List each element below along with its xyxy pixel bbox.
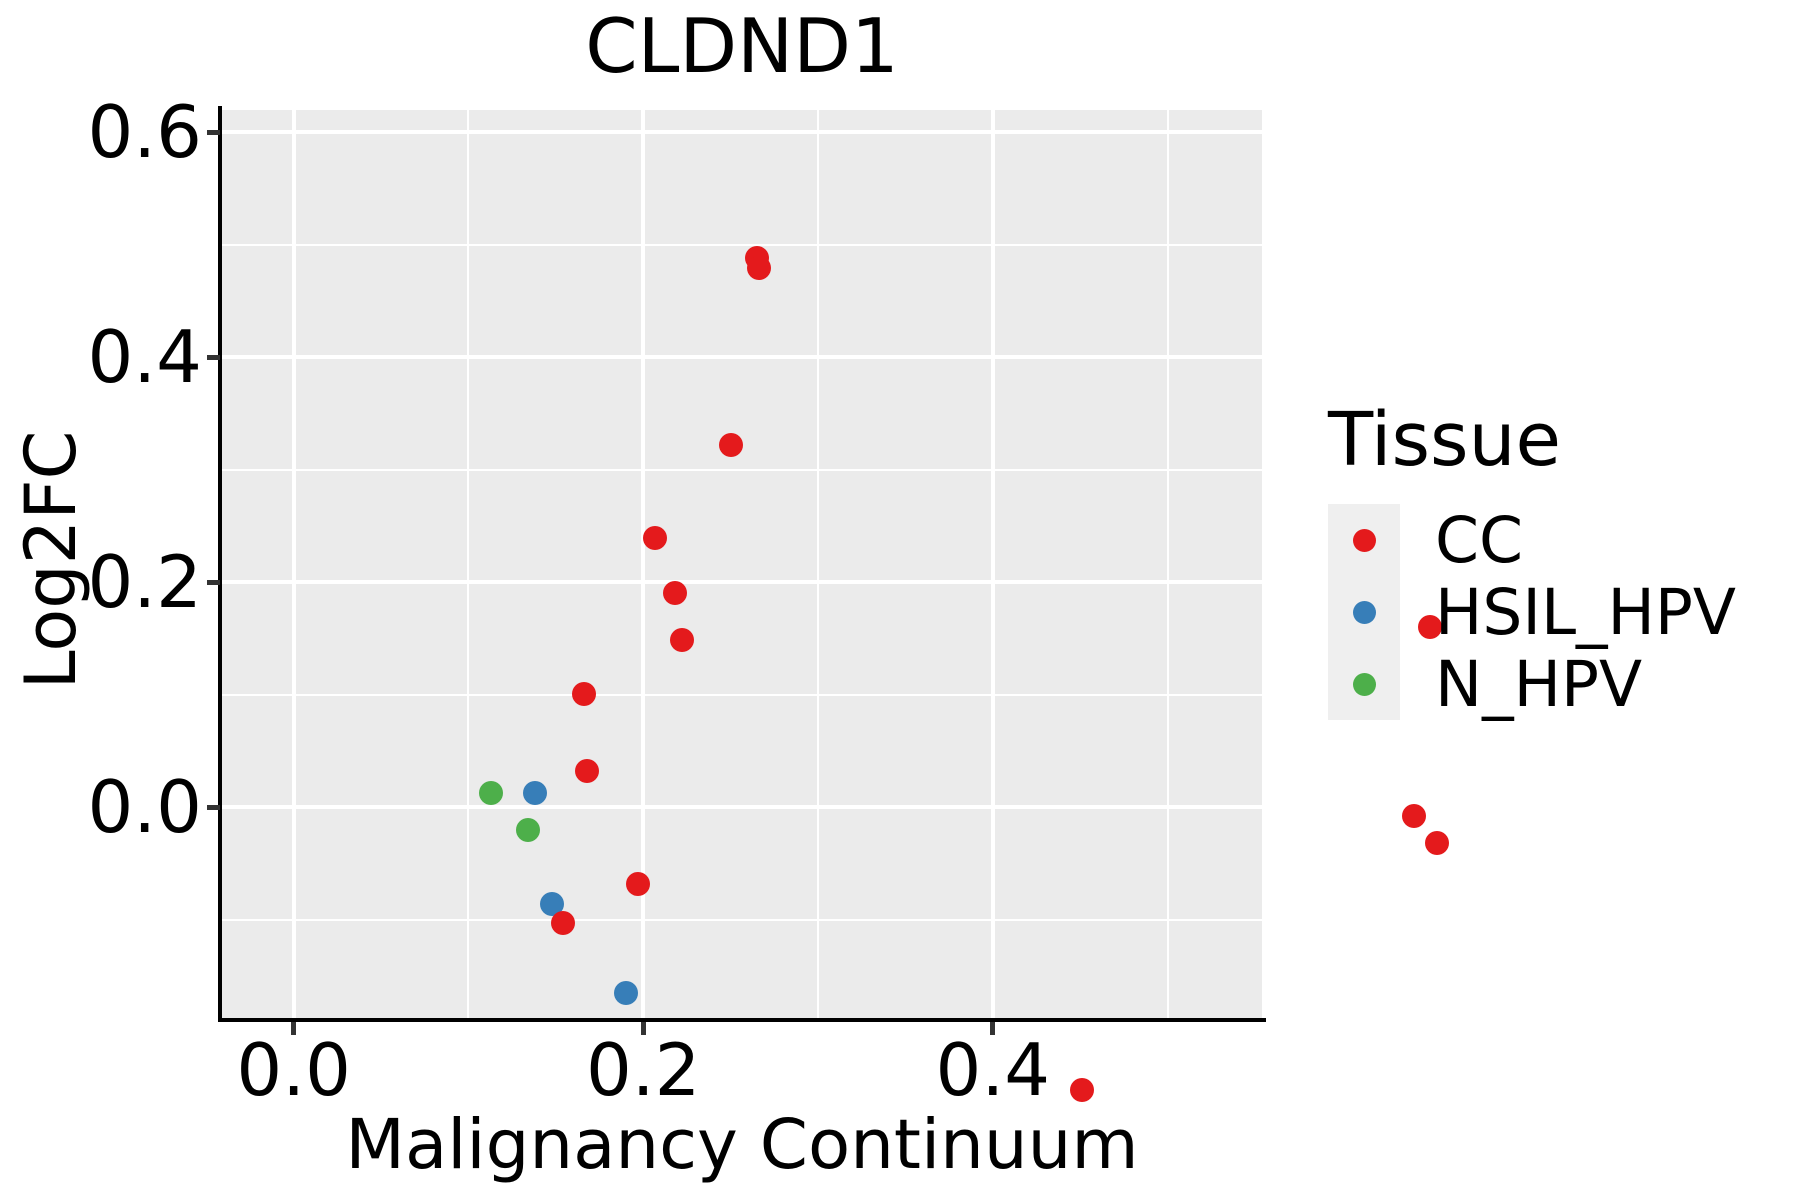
legend-key-box — [1328, 648, 1400, 720]
y-tick-label: 0.2 — [87, 540, 202, 625]
data-point-CC — [575, 759, 600, 784]
y-tick-label: 0.6 — [87, 90, 202, 175]
x-tick-mark — [990, 1022, 996, 1035]
y-tick-label: 0.4 — [87, 315, 202, 400]
x-tick-mark — [291, 1022, 297, 1035]
y-tick-mark — [207, 804, 220, 810]
data-point-HSIL_HPV — [613, 980, 638, 1005]
y-minor-gridline — [222, 918, 1262, 921]
y-axis-line — [218, 106, 222, 1022]
legend-row: N_HPV — [1328, 647, 1736, 721]
data-point-CC — [626, 871, 651, 896]
x-axis-line — [218, 1018, 1266, 1022]
y-major-gridline — [222, 580, 1262, 585]
data-point-CC — [643, 526, 668, 551]
data-point-N_HPV — [479, 780, 504, 805]
legend-dot-CC — [1352, 528, 1376, 552]
legend-row: HSIL_HPV — [1328, 575, 1737, 649]
legend-entries: CC HSIL_HPV N_HPV — [1328, 503, 1737, 721]
x-tick-label: 0.4 — [935, 1028, 1051, 1112]
legend-dot-N_HPV — [1352, 672, 1376, 696]
data-point-CC — [550, 911, 575, 936]
x-tick-label: 0.0 — [236, 1028, 351, 1112]
legend-key-box — [1328, 576, 1400, 648]
legend-dot-HSIL_HPV — [1352, 600, 1376, 624]
data-point-CC — [571, 681, 596, 706]
data-point-CC — [1069, 1077, 1094, 1102]
data-point-HSIL_HPV — [522, 780, 547, 805]
legend-title: Tissue — [1328, 397, 1562, 483]
y-axis-label: Log2FC — [10, 430, 92, 690]
data-point-CC — [662, 581, 687, 606]
y-minor-gridline — [222, 693, 1262, 696]
data-point-CC — [746, 256, 771, 281]
legend-row: CC — [1328, 503, 1736, 577]
x-tick-label: 0.2 — [585, 1028, 701, 1112]
y-major-gridline — [222, 130, 1262, 135]
x-minor-gridline — [467, 110, 470, 1020]
x-tick-mark — [640, 1022, 646, 1035]
y-tick-mark — [207, 579, 220, 585]
chart-title: CLDND1 — [585, 2, 899, 90]
y-major-gridline — [222, 805, 1262, 810]
data-point-CC — [1402, 804, 1427, 829]
y-tick-label: 0.0 — [87, 765, 202, 850]
legend-key-box — [1328, 504, 1400, 576]
x-axis-label: Malignancy Continuum — [345, 1105, 1139, 1185]
x-minor-gridline — [1166, 110, 1169, 1020]
legend-label: CC — [1435, 503, 1523, 577]
x-major-gridline — [291, 110, 296, 1020]
x-major-gridline — [641, 110, 646, 1020]
plot-panel — [222, 110, 1449, 1102]
y-minor-gridline — [222, 243, 1262, 246]
legend: Tissue CC HSIL_HPV N_HPV — [1328, 397, 1737, 721]
data-point-CC — [718, 432, 743, 457]
data-point-N_HPV — [515, 817, 540, 842]
legend-label: N_HPV — [1435, 647, 1643, 721]
data-point-CC — [669, 627, 694, 652]
data-point-CC — [1424, 831, 1449, 856]
x-minor-gridline — [817, 110, 820, 1020]
y-major-gridline — [222, 355, 1262, 360]
y-minor-gridline — [222, 468, 1262, 471]
legend-label: HSIL_HPV — [1435, 575, 1737, 649]
x-major-gridline — [990, 110, 995, 1020]
data-point-CC — [1417, 615, 1442, 640]
y-tick-mark — [207, 129, 220, 135]
y-tick-mark — [207, 354, 220, 360]
